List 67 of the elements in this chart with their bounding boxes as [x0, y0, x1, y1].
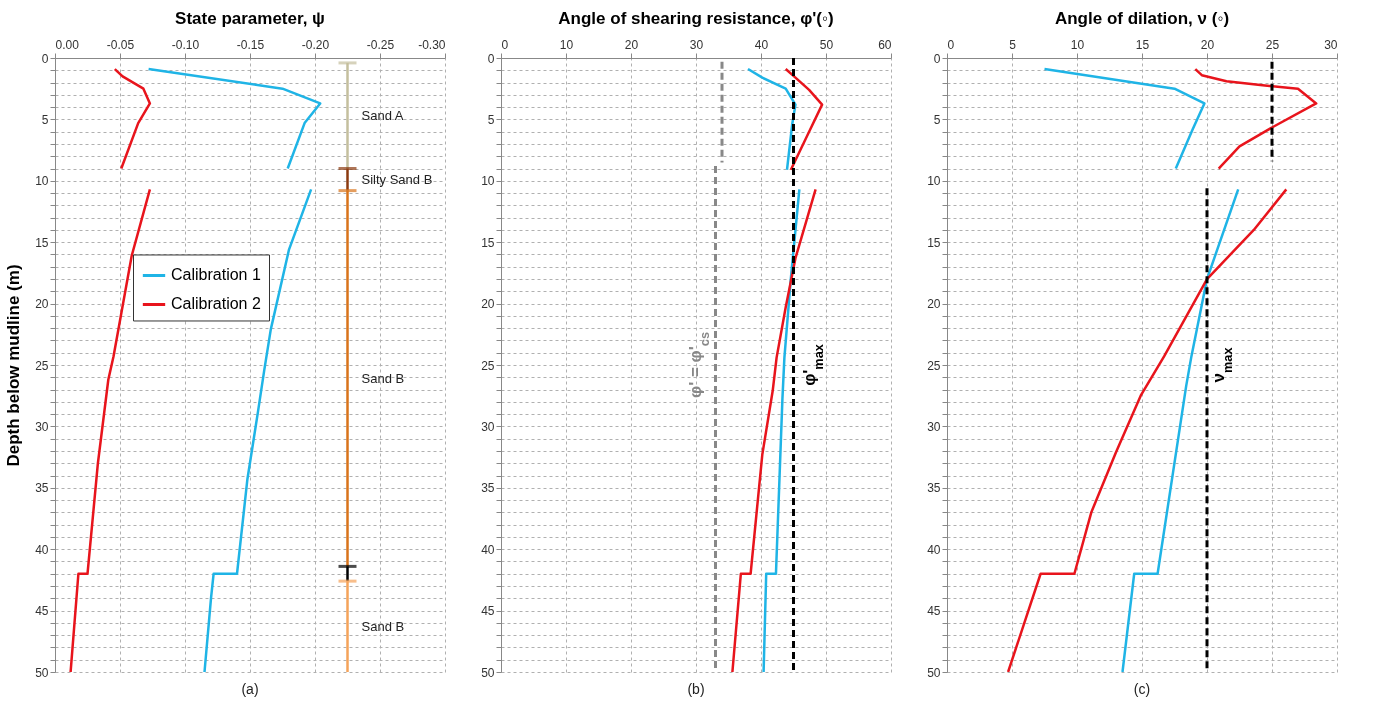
x-tick-label: 40 — [754, 37, 769, 52]
y-tick-label: 45 — [35, 604, 49, 619]
y-tick-label: 20 — [481, 297, 495, 312]
x-tick-label: 60 — [878, 37, 892, 52]
y-tick-label: 35 — [927, 481, 941, 496]
x-tick-label: 0 — [947, 37, 955, 52]
x-tick-label: -0.10 — [171, 37, 200, 52]
x-tick-label: 0.00 — [55, 37, 80, 52]
y-tick-label: 40 — [481, 542, 495, 557]
y-tick-label: 0 — [487, 51, 495, 66]
series-label: Sand B — [361, 618, 405, 634]
y-tick-label: 15 — [35, 235, 49, 250]
x-tick-label: -0.05 — [106, 37, 135, 52]
y-tick-label: 25 — [927, 358, 941, 373]
y-tick-label: 5 — [933, 112, 941, 127]
text: (a) — [241, 681, 259, 697]
y-tick-label: 20 — [927, 297, 941, 312]
text: (c) — [1133, 681, 1151, 697]
y-tick-label: 5 — [41, 112, 49, 127]
series-label: Silty Sand B — [361, 171, 433, 187]
x-tick-label: -0.20 — [301, 37, 330, 52]
y-tick-label: 25 — [35, 358, 49, 373]
y-axis-title: Depth below mudline (m) — [4, 264, 24, 467]
y-tick-label: 50 — [481, 665, 495, 680]
x-tick-label: 20 — [624, 37, 639, 52]
y-tick-label: 10 — [35, 174, 49, 189]
series-label: Sand B — [361, 370, 405, 386]
y-tick-label: 35 — [481, 481, 495, 496]
x-tick-label: 10 — [1070, 37, 1085, 52]
x-tick-label: -0.30 — [418, 37, 446, 52]
x-tick-label: 0 — [501, 37, 509, 52]
y-tick-label: 45 — [481, 604, 495, 619]
y-tick-label: 20 — [35, 297, 49, 312]
y-tick-label: 10 — [481, 174, 495, 189]
y-tick-label: 0 — [933, 51, 941, 66]
y-tick-label: 35 — [35, 481, 49, 496]
chart-title: Angle of dilation, ν (◦) — [1054, 9, 1230, 28]
y-tick-label: 10 — [927, 174, 941, 189]
legend-label: Calibration 1 — [171, 266, 261, 284]
y-tick-label: 30 — [481, 419, 495, 434]
y-tick-label: 15 — [481, 235, 495, 250]
text: (b) — [687, 681, 705, 697]
x-tick-label: 5 — [1009, 37, 1017, 52]
x-tick-label: -0.25 — [366, 37, 395, 52]
series-label: Sand A — [361, 107, 404, 123]
y-tick-label: 30 — [927, 419, 941, 434]
x-tick-label: -0.15 — [236, 37, 265, 52]
y-tick-label: 40 — [35, 542, 49, 557]
y-tick-label: 0 — [41, 51, 49, 66]
y-tick-label: 50 — [927, 665, 941, 680]
chart-title: Angle of shearing resistance, φ'(◦) — [558, 9, 834, 28]
y-tick-label: 15 — [927, 235, 941, 250]
y-tick-label: 40 — [927, 542, 941, 557]
legend-label: Calibration 2 — [171, 295, 261, 313]
x-tick-label: 10 — [559, 37, 574, 52]
y-tick-label: 45 — [927, 604, 941, 619]
x-tick-label: 30 — [1324, 37, 1338, 52]
x-tick-label: 30 — [689, 37, 704, 52]
x-tick-label: 50 — [819, 37, 834, 52]
x-tick-label: 20 — [1200, 37, 1215, 52]
y-tick-label: 50 — [35, 665, 49, 680]
x-tick-label: 15 — [1135, 37, 1150, 52]
chart-title: State parameter, ψ — [175, 9, 325, 28]
y-tick-label: 25 — [481, 358, 495, 373]
y-tick-label: 30 — [35, 419, 49, 434]
y-tick-label: 5 — [487, 112, 495, 127]
x-tick-label: 25 — [1265, 37, 1280, 52]
